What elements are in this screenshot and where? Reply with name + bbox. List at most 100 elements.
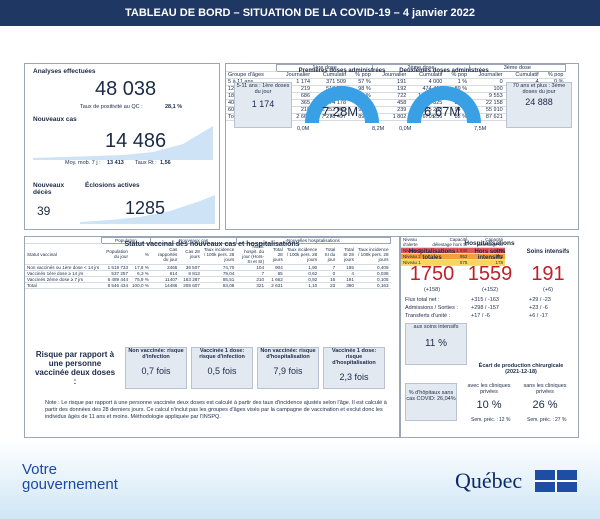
label: Moy. mob. 7 j : (65, 160, 101, 166)
table-cell: 0 (469, 78, 505, 86)
note: Note : Le risque par rapport à une perso… (45, 400, 387, 420)
table-cell: 87 621 (469, 113, 505, 121)
column-header: Nouv. hospit. du jour (Hors-SI et SI) (236, 243, 266, 265)
label: Analyses effectuées (33, 68, 96, 75)
risk-value: 7,9 fois (273, 366, 303, 376)
header-cell (226, 64, 277, 72)
hospital-title: Hospitalisations (464, 240, 515, 247)
table-cell: 458 (372, 99, 409, 107)
table-cell: 191 (372, 78, 409, 86)
column-header: Taux incidence / 100k pers. 28 jours (201, 243, 237, 265)
table-cell: 1 174 (276, 78, 313, 86)
value: 11 % (424, 338, 448, 349)
gauge-arc (305, 86, 379, 123)
table-cell: 191 (337, 276, 356, 283)
risk-box: Non vaccinée: risque d'infection 0,7 fois (125, 347, 187, 389)
table-row: Non vaccinés ou 1ère dose < 14 jrs 1 519 … (25, 264, 391, 271)
column-header: Capacité délestage SI (469, 237, 505, 248)
column-header: % pop (444, 71, 470, 79)
table-cell: Total (25, 282, 102, 289)
table-cell: 1,90 (284, 264, 320, 271)
column-header: Groupe d'âges (226, 71, 277, 79)
risk-title: Risque par rapport à une personne vaccin… (34, 350, 116, 386)
table-cell: 390 (337, 282, 356, 289)
label: Éclosions actives (85, 182, 140, 189)
table-cell: 7 (236, 270, 266, 277)
column-header: Population du jour (101, 243, 130, 265)
column-header: Cas rapportés du jour (150, 243, 180, 265)
table-row: Total 8 546 434 100,0 % 14486 208 607 83,08 32… (25, 282, 391, 289)
gauge-title: Premières doses administrées (298, 68, 386, 74)
table-cell: 100 (469, 85, 505, 93)
header-cell (25, 237, 102, 244)
surgery-value: 10 % (476, 399, 502, 411)
table-cell: 75,9 % (130, 276, 151, 283)
group-header: Nouvelles hospitalisations (235, 237, 392, 244)
kpi-label: Soins intensifs (526, 249, 570, 255)
table-cell: 65 (266, 270, 285, 277)
kpi-label: Hors soins intensifs (474, 249, 506, 261)
table-cell: 57 % (348, 78, 373, 86)
flux-value: +315 / -163 (471, 297, 499, 303)
column-header: Taux incidence / 100k pers. 28 jours (284, 243, 320, 265)
table-cell: 0,92 (284, 276, 320, 283)
risk-value: 0,5 fois (207, 366, 237, 376)
flux-value: +23 / -6 (529, 305, 548, 311)
column-header: % (130, 243, 151, 265)
gauge-value: 6,67M (424, 104, 461, 119)
table-cell: 104 (236, 264, 266, 271)
vaccination-panel: 5-11 ans : 1ère doses du jour 1 174 70 a… (225, 63, 579, 230)
gauge-arc (407, 86, 481, 123)
gauge-max: 7,5M (474, 126, 487, 132)
group-header-row: Population Nouveaux cas Nouvelles hospital… (25, 237, 392, 244)
outbreaks-sparkline (80, 195, 215, 224)
table-cell: 0,038 (355, 270, 391, 277)
table-cell: 16 (319, 276, 338, 283)
kpi-label: Hospitalisations totales (408, 249, 456, 261)
table-cell: 0 (319, 270, 338, 277)
value: 48 038 (95, 78, 157, 100)
table-cell: 244 (469, 253, 505, 260)
value: 39 (37, 204, 51, 218)
table-cell: 0,62 (284, 270, 320, 277)
table-cell: 83,08 (201, 282, 237, 289)
table-cell: 178 (469, 259, 505, 266)
table-cell: 278 (469, 247, 505, 254)
table-cell: 537 257 (101, 270, 130, 277)
gauge-value: 7,28M (322, 104, 359, 119)
value: 1,56 (160, 160, 171, 166)
table-cell: 79,04 (201, 270, 237, 277)
no-covid-box: % d'hôpitaux sans cas COVID: 26,04% (405, 383, 457, 421)
table-cell: 2 252 069 (312, 106, 348, 114)
icu-box: aux soins intensifs 11 % (405, 323, 467, 365)
label: % d'hôpitaux sans cas COVID: 26,04% (406, 390, 456, 402)
group-header-row: 1ère dose 2ème dose 3ème dose (226, 64, 567, 72)
column-header: Cumulatif (312, 71, 348, 79)
column-header: Journalier (372, 71, 409, 79)
column-header-row: Niveau d'alerte Capacité délestage hors S… (401, 237, 505, 248)
table-cell: 8 546 434 (101, 282, 130, 289)
column-header-row: Groupe d'âges Journalier Cumulatif% pop Jou… (226, 71, 566, 79)
table-cell: 94 % (444, 106, 470, 114)
table-cell: 195 (337, 264, 356, 271)
flux-value: +29 / -23 (529, 297, 551, 303)
column-header: Journalier (469, 71, 505, 79)
table-cell: 208 607 (179, 282, 202, 289)
value: 1 174 (251, 99, 275, 109)
surgery-prev-label: Sem. préc. : (527, 417, 554, 423)
table-row: Vaccinés 2ème dose ≥ 7 jrs 6 489 444 75,9 … (25, 276, 391, 283)
table-cell: 614 (150, 270, 180, 277)
table: Population Nouveaux cas Nouvelles hospital… (25, 237, 392, 289)
table-cell: 7 278 497 (312, 113, 348, 121)
column-header: Cas 28 jours (179, 243, 202, 265)
label: 70 ans et plus : 3ème doses du jour (512, 83, 566, 95)
table-row: Vaccinés 1ère dose ≥ 14 jrs 537 257 6,3 % 6… (25, 270, 391, 277)
flux-value: +298 / -157 (471, 305, 499, 311)
flux-label: Transferts d'unité : (405, 313, 451, 319)
value: 13 413 (107, 160, 124, 166)
column-header-row: Statut vaccinal Population du jour% Cas ra… (25, 243, 391, 265)
table-cell: 6,3 % (130, 270, 151, 277)
table-cell: 1 662 (266, 276, 285, 283)
table-cell: 218 (276, 106, 313, 114)
